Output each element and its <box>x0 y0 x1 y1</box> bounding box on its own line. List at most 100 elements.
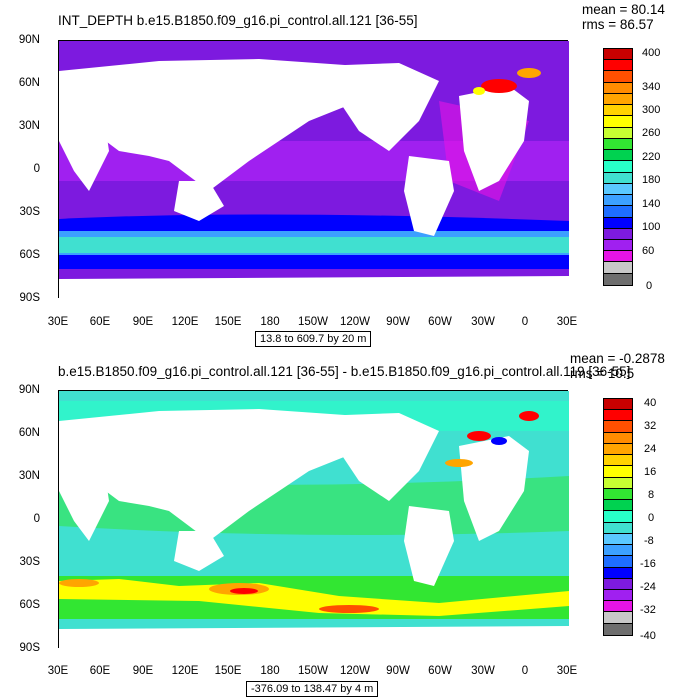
colorbar-swatch <box>604 556 632 568</box>
colorbar-swatch <box>604 49 632 61</box>
colorbar-swatch <box>604 150 632 162</box>
colorbar-swatch <box>604 161 632 173</box>
colorbar-swatch <box>604 601 632 613</box>
colorbar-swatch <box>604 511 632 523</box>
panel-1-lat-label: 90N <box>18 34 40 46</box>
colorbar-swatch <box>604 71 632 83</box>
panel-2-lon-label: 30E <box>556 665 578 677</box>
panel-1-lon-label: 180 <box>260 316 280 328</box>
panel-2-colorbar-label: 0 <box>648 512 655 524</box>
panel-1-colorbar-label: 140 <box>642 198 661 210</box>
panel-2-rms: rms = 10.5 <box>570 366 635 381</box>
panel-1-colorbar-label: 400 <box>642 47 661 59</box>
panel-2-colorbar-label: -16 <box>640 558 656 570</box>
panel-2-lon-label: 30W <box>471 665 495 677</box>
panel-1-lon-label: 90W <box>386 316 410 328</box>
colorbar-swatch <box>604 522 632 534</box>
colorbar-swatch <box>604 60 632 72</box>
colorbar-swatch <box>604 399 632 411</box>
colorbar-swatch <box>604 432 632 444</box>
colorbar-swatch <box>604 623 632 635</box>
panel-2-colorbar-label: -8 <box>644 535 654 547</box>
colorbar-swatch <box>604 105 632 117</box>
panel-1-lat-label: 60N <box>18 77 40 89</box>
colorbar-swatch <box>604 93 632 106</box>
colorbar-swatch <box>604 127 632 139</box>
colorbar-swatch <box>604 262 632 274</box>
colorbar-swatch <box>604 545 632 557</box>
colorbar-swatch <box>604 443 632 456</box>
panel-1-plot-frame <box>58 40 569 299</box>
panel-1-mean: mean = 80.14 <box>582 2 665 17</box>
panel-2-lon-label: 60E <box>89 665 111 677</box>
colorbar-swatch <box>604 239 632 252</box>
colorbar-swatch <box>604 500 632 512</box>
panel-2-lon-label: 120W <box>339 665 371 677</box>
colorbar-swatch <box>604 533 632 546</box>
panel-1-lon-label: 120W <box>339 316 371 328</box>
colorbar-swatch <box>604 273 632 285</box>
panel-2-colorbar <box>603 398 633 636</box>
panel-2-lat-label: 90S <box>19 642 40 654</box>
panel-1-lat-label: 90S <box>19 292 40 304</box>
panel-2-lat-label: 30S <box>19 556 40 568</box>
panel-1-lon-label: 60E <box>89 316 111 328</box>
panel-2-lon-label: 90E <box>132 665 154 677</box>
colorbar-swatch <box>604 488 632 501</box>
panel-1-lon-label: 30E <box>47 316 69 328</box>
panel-2-lon-label: 180 <box>260 665 280 677</box>
panel-2-lon-label: 150E <box>214 665 242 677</box>
colorbar-swatch <box>604 251 632 263</box>
colorbar-swatch <box>604 578 632 590</box>
panel-2-colorbar-label: 8 <box>648 489 655 501</box>
panel-1-range-label: 13.8 to 609.7 by 20 m <box>255 331 372 347</box>
panel-2-lon-label: 60W <box>428 665 452 677</box>
colorbar-swatch <box>604 410 632 422</box>
panel-1-lon-label: 150E <box>214 316 242 328</box>
panel-2-lat-label: 60N <box>18 427 40 439</box>
colorbar-swatch <box>604 421 632 433</box>
panel-1-colorbar-label: 0 <box>646 280 653 292</box>
panel-2-colorbar-label: -32 <box>640 604 656 616</box>
panel-2-colorbar-label: 16 <box>644 466 657 478</box>
panel-2-colorbar-label: -40 <box>640 630 656 642</box>
panel-2-lon-label: 30E <box>47 665 69 677</box>
panel-1-lon-label: 150W <box>297 316 329 328</box>
panel-1-rms: rms = 86.57 <box>582 17 654 32</box>
panel-2-lon-label: 120E <box>171 665 199 677</box>
panel-2-lat-label: 90N <box>18 384 40 396</box>
panel-1-colorbar-label: 300 <box>642 104 661 116</box>
colorbar-swatch <box>604 82 632 94</box>
panel-1-colorbar-label: 260 <box>642 127 661 139</box>
panel-1-colorbar-label: 180 <box>642 174 661 186</box>
colorbar-swatch <box>604 116 632 128</box>
panel-2-colorbar-label: 40 <box>644 397 657 409</box>
panel-2-lon-label: 90W <box>386 665 410 677</box>
colorbar-swatch <box>604 612 632 624</box>
panel-2-colorbar-label: -24 <box>640 581 656 593</box>
panel-2-colorbar-label: 32 <box>644 420 657 432</box>
colorbar-swatch <box>604 138 632 151</box>
panel-1-colorbar-label: 100 <box>642 221 661 233</box>
colorbar-swatch <box>604 455 632 467</box>
panel-2-mean: mean = -0.2878 <box>570 351 665 366</box>
panel-1-colorbar-label: 220 <box>642 151 661 163</box>
panel-2-lat-label: 0 <box>33 513 40 525</box>
panel-2-lat-label: 30N <box>18 470 40 482</box>
panel-2-lon-label: 0 <box>521 665 529 677</box>
panel-1-lat-label: 30N <box>18 120 40 132</box>
panel-1-lat-label: 0 <box>33 163 40 175</box>
panel-1-colorbar <box>603 48 633 286</box>
panel-1-lon-label: 30E <box>556 316 578 328</box>
panel-1-lon-label: 60W <box>428 316 452 328</box>
colorbar-swatch <box>604 477 632 489</box>
panel-2-plot-frame <box>58 390 569 649</box>
colorbar-swatch <box>604 217 632 229</box>
panel-1-lat-label: 60S <box>19 249 40 261</box>
panel-2-title: b.e15.B1850.f09_g16.pi_control.all.121 [… <box>58 364 631 379</box>
panel-2-lat-label: 60S <box>19 599 40 611</box>
panel-2-lon-label: 150W <box>297 665 329 677</box>
colorbar-swatch <box>604 567 632 579</box>
panel-2-range-label: -376.09 to 138.47 by 4 m <box>246 681 379 697</box>
colorbar-swatch <box>604 195 632 207</box>
